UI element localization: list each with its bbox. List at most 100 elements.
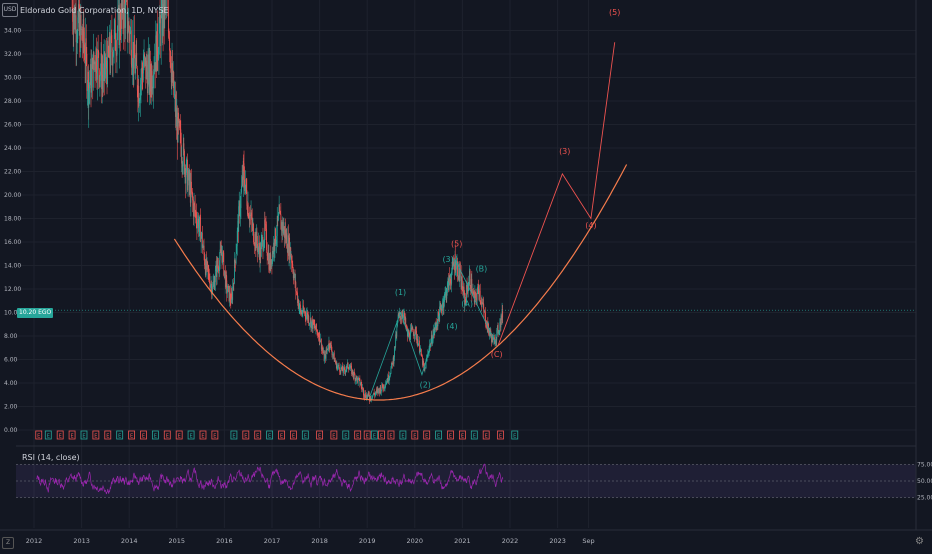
event-flag[interactable] [80, 430, 88, 440]
candle-body [442, 305, 443, 311]
candle-body [157, 58, 159, 60]
candle-body [153, 72, 155, 75]
candle-body [297, 299, 299, 303]
candle-body [387, 375, 389, 383]
candle-body [167, 0, 169, 7]
event-flag[interactable] [140, 430, 147, 440]
event-flag[interactable] [497, 430, 504, 440]
candle-body [141, 67, 142, 80]
event-flag[interactable] [458, 430, 466, 440]
candle-body [498, 330, 500, 333]
event-flag[interactable] [242, 430, 250, 440]
event-flag[interactable] [301, 430, 309, 440]
candle-body [180, 129, 182, 146]
event-flag-label: E [413, 434, 416, 440]
candle-body [88, 88, 90, 92]
event-flag-label: E [244, 434, 247, 440]
event-flag[interactable] [68, 430, 76, 440]
event-flag[interactable] [56, 430, 64, 440]
event-flag[interactable] [128, 430, 135, 440]
event-flag[interactable] [44, 430, 52, 440]
candle-body [83, 41, 85, 45]
event-flag[interactable] [470, 430, 478, 440]
event-flag[interactable] [278, 430, 285, 440]
x-tick-label: 2012 [26, 537, 43, 545]
event-flag[interactable] [175, 430, 183, 440]
elliott-label: (A) [461, 300, 473, 309]
gear-icon[interactable]: ⚙ [915, 536, 924, 547]
candle-body [311, 321, 313, 329]
event-flag[interactable] [187, 430, 195, 440]
candle-body [403, 314, 404, 318]
event-flag[interactable] [199, 430, 207, 440]
candle-body [275, 241, 277, 244]
event-flag[interactable] [254, 430, 262, 440]
event-flag[interactable] [399, 430, 407, 440]
event-flag[interactable] [151, 430, 159, 440]
event-flag[interactable] [354, 430, 362, 440]
candle-body [358, 378, 360, 379]
candle-body [94, 61, 95, 65]
candle-body [235, 253, 237, 263]
candle-body [321, 347, 323, 350]
candle-body [496, 330, 498, 341]
candle-body [319, 332, 320, 341]
event-flag[interactable] [163, 430, 171, 440]
event-flag[interactable] [363, 430, 371, 440]
candle-body [151, 86, 153, 90]
event-flag[interactable] [378, 430, 385, 440]
candle-body [229, 291, 231, 302]
event-flag[interactable] [92, 430, 100, 440]
candle-body [231, 293, 232, 297]
event-flag-label: E [166, 434, 169, 440]
event-flag[interactable] [411, 430, 419, 440]
candle-body [73, 6, 75, 18]
currency-badge[interactable]: USD [2, 3, 18, 17]
candle-body [436, 325, 438, 327]
event-flag[interactable] [330, 430, 338, 440]
candle-body [120, 2, 122, 37]
candle-body [291, 262, 293, 264]
candle-body [482, 302, 483, 305]
candle-body [397, 314, 399, 319]
candle-body [140, 84, 141, 100]
candle-body [359, 383, 361, 385]
candle-body [285, 233, 287, 240]
candle-body [433, 329, 435, 335]
event-flag[interactable] [266, 430, 274, 440]
event-flag[interactable] [230, 430, 238, 440]
event-flag-label: E [304, 434, 307, 440]
event-flag[interactable] [387, 430, 395, 440]
event-flag[interactable] [435, 430, 443, 440]
event-flag[interactable] [290, 430, 297, 440]
candle-body [327, 348, 329, 350]
candle-body [137, 90, 139, 103]
event-flag[interactable] [116, 430, 124, 440]
candle-body [75, 15, 77, 43]
y-tick-label: 20.00 [4, 192, 21, 199]
candle-body [448, 275, 450, 291]
candle-body [136, 53, 138, 69]
candle-body [313, 319, 315, 325]
candle-body [260, 247, 262, 257]
event-flag[interactable] [211, 430, 219, 440]
event-flag[interactable] [423, 430, 431, 440]
event-flag[interactable] [447, 430, 454, 440]
candle-body [432, 341, 433, 344]
candle-body [101, 74, 103, 90]
event-flag[interactable] [511, 430, 519, 440]
event-flag[interactable] [342, 430, 350, 440]
event-flag[interactable] [316, 430, 324, 440]
candle-body [456, 262, 457, 270]
event-flag[interactable] [482, 430, 490, 440]
event-flag[interactable] [35, 430, 43, 440]
tradingview-logo-icon[interactable]: Z [2, 537, 14, 549]
candle-body [495, 338, 497, 343]
candle-body [231, 296, 233, 300]
candle-body [131, 64, 132, 66]
event-flag[interactable] [104, 430, 112, 440]
candle-body [400, 317, 402, 320]
event-flag[interactable] [370, 430, 378, 440]
